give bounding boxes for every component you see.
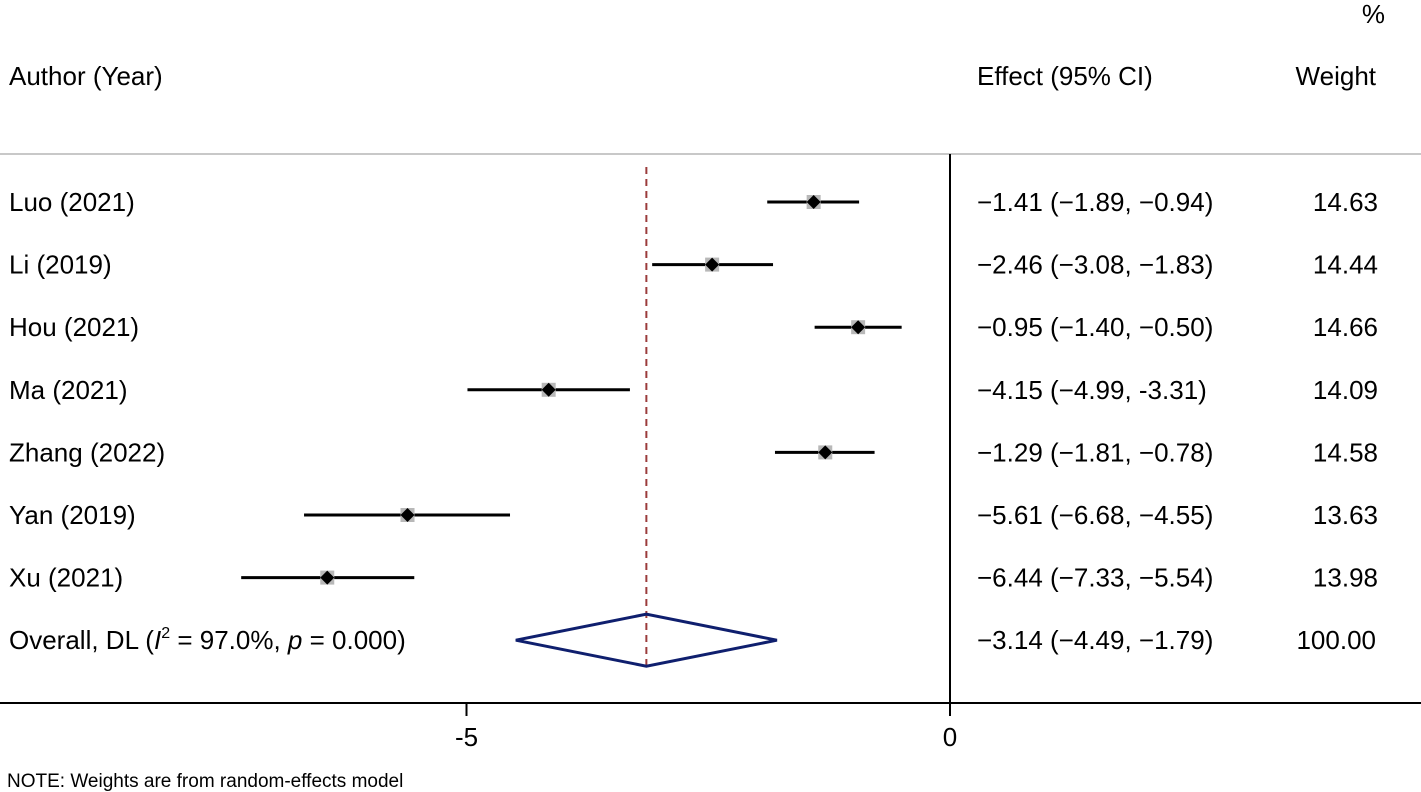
overall-label-part: p xyxy=(287,625,302,655)
weight-value: 13.98 xyxy=(1313,563,1378,593)
study-column-header: Author (Year) xyxy=(9,61,163,91)
weight-value: 14.09 xyxy=(1313,375,1378,405)
study-label: Luo (2021) xyxy=(9,187,135,217)
footer-note: NOTE: Weights are from random-effects mo… xyxy=(7,771,403,792)
study-row: Li (2019) −2.46 (−3.08, −1.83) 14.44 xyxy=(9,250,1378,280)
study-row: Xu (2021) −6.44 (−7.33, −5.54) 13.98 xyxy=(9,563,1378,593)
weight-value: 14.58 xyxy=(1313,437,1378,467)
overall-label-part: Overall, DL ( xyxy=(9,625,154,655)
point-estimate-marker xyxy=(806,195,821,209)
study-label: Zhang (2022) xyxy=(9,437,165,467)
point-estimate-marker xyxy=(400,508,415,522)
overall-weight-value: 100.00 xyxy=(1296,625,1376,655)
point-estimate-marker xyxy=(541,382,556,397)
overall-label-part: = 97.0%, xyxy=(170,625,288,655)
study-row: Luo (2021) −1.41 (−1.89, −0.94) 14.63 xyxy=(9,187,1378,217)
weight-value: 14.66 xyxy=(1313,312,1378,342)
x-tick-label: 0 xyxy=(943,722,957,752)
overall-label: Overall, DL (I2 = 97.0%, p = 0.000) xyxy=(9,625,406,655)
effect-ci-value: −0.95 (−1.40, −0.50) xyxy=(977,312,1213,342)
effect-ci-value: −5.61 (−6.68, −4.55) xyxy=(977,500,1213,530)
study-label: Li (2019) xyxy=(9,250,112,280)
x-axis-ticks: -5 0 xyxy=(455,703,957,752)
effect-ci-value: −6.44 (−7.33, −5.54) xyxy=(977,563,1213,593)
study-row: Ma (2021) −4.15 (−4.99, -3.31) 14.09 xyxy=(9,375,1378,405)
overall-effect-ci-value: −3.14 (−4.49, −1.79) xyxy=(977,625,1213,655)
overall-diamond xyxy=(515,612,778,668)
study-row: Zhang (2022) −1.29 (−1.81, −0.78) 14.58 xyxy=(9,437,1378,467)
effect-ci-value: −1.29 (−1.81, −0.78) xyxy=(977,437,1213,467)
point-estimate-marker xyxy=(705,257,720,272)
overall-label-part: 2 xyxy=(161,625,170,642)
study-row: Hou (2021) −0.95 (−1.40, −0.50) 14.66 xyxy=(9,312,1378,342)
effect-ci-value: −4.15 (−4.99, -3.31) xyxy=(977,375,1207,405)
effect-ci-value: −2.46 (−3.08, −1.83) xyxy=(977,250,1213,280)
weight-value: 14.63 xyxy=(1313,187,1378,217)
overall-label-part: = 0.000) xyxy=(302,625,405,655)
weight-column-header: Weight xyxy=(1296,61,1377,91)
weight-unit-header: % xyxy=(1362,0,1385,29)
weight-value: 14.44 xyxy=(1313,250,1378,280)
effect-ci-value: −1.41 (−1.89, −0.94) xyxy=(977,187,1213,217)
study-label: Ma (2021) xyxy=(9,375,128,405)
study-rows: Luo (2021) −1.41 (−1.89, −0.94) 14.63 Li (2… xyxy=(9,187,1378,593)
study-label: Yan (2019) xyxy=(9,500,136,530)
study-label: Hou (2021) xyxy=(9,312,139,342)
weight-value: 13.63 xyxy=(1313,500,1378,530)
study-row: Yan (2019) −5.61 (−6.68, −4.55) 13.63 xyxy=(9,500,1378,530)
effect-column-header: Effect (95% CI) xyxy=(977,61,1153,91)
point-estimate-marker xyxy=(320,570,335,585)
point-estimate-marker xyxy=(851,320,866,335)
overall-row: Overall, DL (I2 = 97.0%, p = 0.000) −3.14… xyxy=(9,612,1376,668)
point-estimate-marker xyxy=(818,445,833,460)
study-label: Xu (2021) xyxy=(9,563,123,593)
x-tick-label: -5 xyxy=(455,722,478,752)
overall-label-part: I xyxy=(154,625,161,655)
